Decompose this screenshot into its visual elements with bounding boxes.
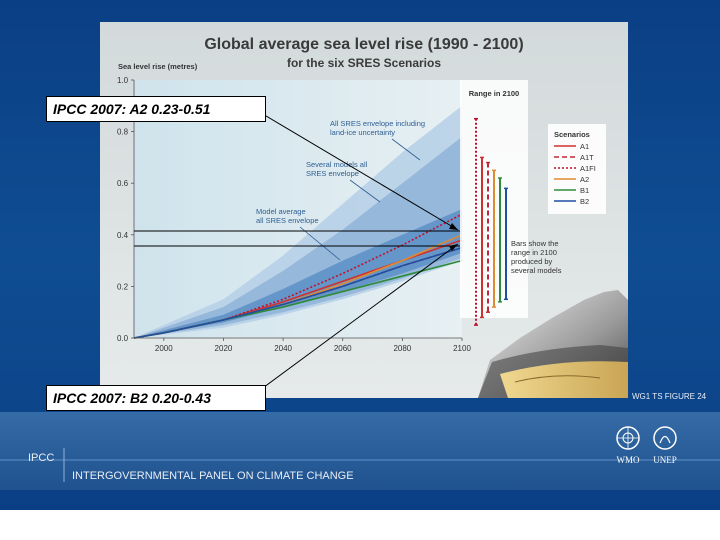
- legend-label-a1: A1: [580, 142, 589, 151]
- legend-box: [548, 124, 606, 214]
- callout-a2-range: IPCC 2007: A2 0.23-0.51: [46, 96, 266, 122]
- x-ticks: 2000 2020 2040 2060 2080 2100: [155, 338, 471, 353]
- legend-label-b2: B2: [580, 197, 589, 206]
- x-tick-label: 2000: [155, 344, 173, 353]
- x-tick-label: 2020: [215, 344, 233, 353]
- series-line-a1fi: [133, 213, 463, 339]
- unep-logo: UNEP: [653, 426, 677, 465]
- x-tick-label: 2040: [274, 344, 292, 353]
- footer-org-abbrev: IPCC: [28, 452, 54, 464]
- legend-label-b1: B1: [580, 186, 589, 195]
- y-ticks: 0.0 0.2 0.4 0.6 0.8 1.0: [117, 76, 134, 343]
- envelopes-layer: [134, 105, 462, 338]
- callout-pointers: [134, 109, 460, 394]
- annotation-all-sres: All SRES envelope including land-ice unc…: [330, 119, 427, 137]
- annotation-arrows: [299, 138, 421, 261]
- annotation-model-average: Model average all SRES envelope: [256, 207, 319, 225]
- chart-title: Global average sea level rise (1990 - 21…: [204, 36, 523, 53]
- y-tick-label: 0.0: [117, 334, 129, 343]
- legend-title: Scenarios: [554, 130, 590, 139]
- y-tick-label: 0.6: [117, 179, 129, 188]
- footer-band: IPCC INTERGOVERNMENTAL PANEL ON CLIMATE …: [0, 412, 720, 490]
- range-bars: [474, 117, 508, 326]
- y-tick-label: 0.8: [117, 128, 129, 137]
- legend-label-a1t: A1T: [580, 153, 594, 162]
- legend-label-a1fi: A1FI: [580, 164, 596, 173]
- sea-level-chart: Global average sea level rise (1990 - 21…: [117, 36, 628, 398]
- wmo-logo-text: WMO: [617, 455, 640, 465]
- figure-reference: WG1 TS FIGURE 24: [632, 392, 707, 401]
- envelope-3: [134, 209, 462, 338]
- x-tick-label: 2060: [334, 344, 352, 353]
- annotation-several-models: Several models all SRES envelope: [306, 160, 369, 178]
- y-tick-label: 0.4: [117, 231, 129, 240]
- footer-org-full: INTERGOVERNMENTAL PANEL ON CLIMATE CHANG…: [72, 470, 354, 482]
- x-tick-label: 2100: [453, 344, 471, 353]
- pointer-a2: [255, 109, 459, 231]
- series-layer: [133, 213, 463, 339]
- arrowhead-b2: [449, 244, 458, 251]
- chart-subtitle: for the six SRES Scenarios: [287, 56, 441, 70]
- annotation-bars: Bars show the range in 2100 produced by …: [511, 239, 562, 275]
- coastline-illustration: [478, 290, 628, 398]
- legend-entries: A1 A1T A1FI A2 B1 B2: [554, 142, 596, 206]
- range-box-title: Range in 2100: [469, 89, 519, 98]
- unep-logo-text: UNEP: [653, 455, 677, 465]
- x-tick-label: 2080: [393, 344, 411, 353]
- series-line-b2: [133, 246, 463, 339]
- wmo-logo: WMO: [616, 426, 640, 465]
- y-axis-label: Sea level rise (metres): [118, 62, 198, 71]
- y-tick-label: 0.2: [117, 282, 129, 291]
- arrowhead-a2: [449, 223, 458, 230]
- slide-bottom-strip: [0, 510, 720, 540]
- legend-label-a2: A2: [580, 175, 589, 184]
- callout-b2-range: IPCC 2007: B2 0.20-0.43: [46, 385, 266, 411]
- pointer-b2: [255, 243, 459, 394]
- y-tick-label: 1.0: [117, 76, 129, 85]
